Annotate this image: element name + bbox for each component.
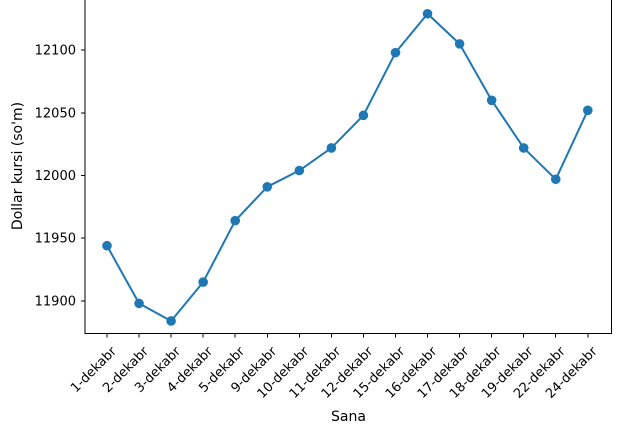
data-point-marker <box>326 143 337 153</box>
data-point-marker <box>262 182 273 192</box>
y-axis-tick-label: 11950 <box>35 232 76 247</box>
data-point-marker <box>166 316 176 326</box>
x-axis-label: Sana <box>331 409 366 425</box>
y-axis-label: Dollar kursi (so'm) <box>10 102 26 230</box>
data-point-marker <box>583 105 593 116</box>
y-axis: 11900 11950 12000 12050 12100 <box>35 44 85 309</box>
axes-spines <box>84 0 612 334</box>
data-point-marker <box>390 47 401 58</box>
data-point-marker <box>102 240 112 251</box>
data-point-marker <box>230 215 241 226</box>
y-axis-tick-label: 11900 <box>35 294 76 309</box>
x-axis: 1-dekabr2-dekabr3-dekabr4-dekabr5-dekabr… <box>68 333 601 402</box>
data-point-marker <box>134 298 144 309</box>
data-point-marker <box>358 110 369 121</box>
y-axis-tick-label: 12050 <box>35 106 76 121</box>
data-point-marker <box>518 143 529 153</box>
data-point-marker <box>454 39 465 49</box>
data-point-marker <box>486 95 497 106</box>
line-series <box>102 8 593 326</box>
data-point-marker <box>550 174 561 185</box>
series-line <box>106 12 589 322</box>
data-point-marker <box>198 277 208 287</box>
data-point-marker <box>294 165 305 176</box>
y-axis-tick-label: 12100 <box>35 44 76 59</box>
y-axis-tick-label: 12000 <box>35 169 76 184</box>
data-point-marker <box>422 8 433 19</box>
